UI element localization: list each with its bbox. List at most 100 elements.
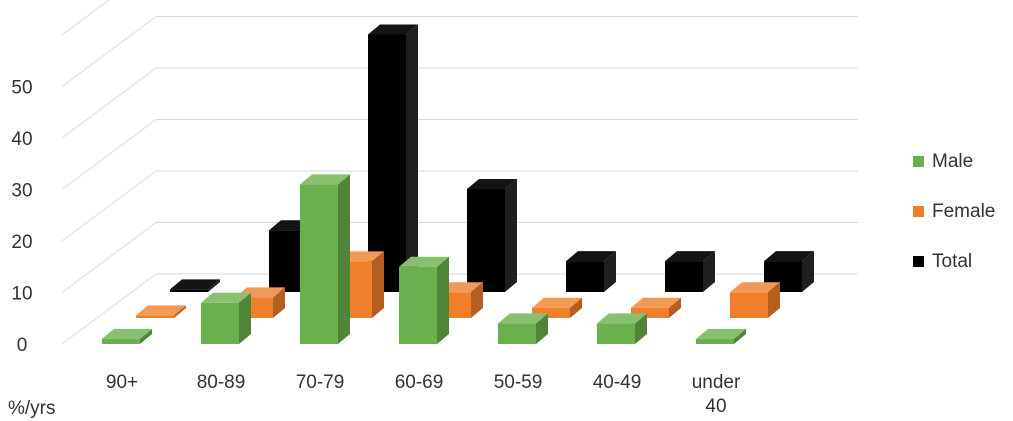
bar-top <box>566 251 616 262</box>
bar-total-2 <box>368 24 418 292</box>
bar-male-1 <box>201 292 251 344</box>
bar-side <box>239 292 251 344</box>
bar-side <box>437 256 449 344</box>
bar-male-2 <box>300 174 350 344</box>
legend-swatch <box>913 256 924 267</box>
gridline-diagonal <box>61 170 157 242</box>
bar-side <box>174 305 186 318</box>
bar-side <box>505 179 517 292</box>
legend: Male Female Total <box>913 151 995 272</box>
bar-total-5 <box>665 251 715 292</box>
axis-unit-label: %/yrs <box>8 398 56 419</box>
legend-item-female: Female <box>913 201 995 222</box>
bar-front <box>566 261 604 292</box>
bar-front <box>532 307 570 318</box>
bar-front <box>730 292 768 318</box>
y-tick-label: 10 <box>11 284 32 305</box>
gridline-diagonal <box>61 273 157 345</box>
x-category-label: 40-49 <box>593 372 642 393</box>
bar-male-5 <box>597 313 647 344</box>
x-axis-categories: 90+ 80-89 70-79 60-69 50-59 40-49 under 40 <box>106 372 741 417</box>
gridline-diagonal <box>61 67 157 139</box>
bar-top <box>532 297 582 308</box>
bar-side <box>768 282 780 318</box>
bar-top <box>631 297 681 308</box>
bar-total-3 <box>467 179 517 292</box>
bar-front <box>467 189 505 292</box>
x-category-label: 90+ <box>106 372 138 393</box>
x-category-label: 70-79 <box>296 372 345 393</box>
bar-male-0 <box>102 328 152 344</box>
bar-front <box>102 338 140 344</box>
bar-female-0 <box>136 305 186 318</box>
bar-female-4 <box>532 297 582 318</box>
legend-item-total: Total <box>913 251 972 272</box>
bar-front <box>597 323 635 344</box>
bar-top <box>467 179 517 189</box>
bar-front <box>300 184 338 344</box>
bar-top <box>764 251 814 262</box>
bar-top <box>201 292 251 303</box>
bar-front <box>170 289 208 292</box>
gridline-diagonal <box>61 0 110 36</box>
bar-side <box>802 251 814 292</box>
x-category-label: 80-89 <box>197 372 246 393</box>
legend-label: Male <box>932 151 973 172</box>
x-category-label: 60-69 <box>395 372 444 393</box>
y-tick-label: 20 <box>11 232 32 253</box>
bar-side <box>208 279 220 292</box>
legend-swatch <box>913 156 924 167</box>
bar-top <box>696 328 746 339</box>
bar-female-5 <box>631 297 681 318</box>
bar-side <box>604 251 616 292</box>
bar-male-4 <box>498 313 548 344</box>
bar-side <box>703 251 715 292</box>
bar-side <box>536 313 548 344</box>
bar-top <box>170 279 220 290</box>
y-tick-label: 0 <box>17 335 28 356</box>
legend-item-male: Male <box>913 151 973 172</box>
bar-female-6 <box>730 282 780 318</box>
bar-top <box>597 313 647 324</box>
bar-front <box>201 302 239 344</box>
bar-male-6 <box>696 328 746 344</box>
bar-front <box>665 261 703 292</box>
bar-side <box>372 251 384 318</box>
gridline-diagonal <box>61 16 157 87</box>
bar-total-4 <box>566 251 616 292</box>
bar-front <box>136 315 174 318</box>
legend-label: Female <box>932 201 995 222</box>
bar-side <box>669 297 681 318</box>
bar-front <box>368 34 406 292</box>
bar-top <box>665 251 715 262</box>
bar-top <box>102 328 152 339</box>
y-axis-ticks: 0 10 20 30 40 50 <box>11 78 32 357</box>
bar-total-6 <box>764 251 814 292</box>
bars <box>102 24 814 344</box>
y-tick-label: 50 <box>11 78 32 99</box>
bar-front <box>631 307 669 318</box>
gridline-diagonal <box>61 222 157 293</box>
x-category-label: under 40 <box>692 372 741 417</box>
y-tick-label: 40 <box>11 129 32 150</box>
legend-label: Total <box>932 251 972 272</box>
bar-side <box>635 313 647 344</box>
bar-front <box>696 338 734 344</box>
x-category-label: 50-59 <box>494 372 543 393</box>
bar-side <box>734 328 746 344</box>
bar-front <box>399 266 437 344</box>
bar-top <box>399 256 449 267</box>
bar-top <box>368 24 418 35</box>
bar-side <box>406 24 418 292</box>
bar-male-3 <box>399 256 449 344</box>
bar-side <box>273 287 285 318</box>
bar-side <box>338 174 350 344</box>
bar-top <box>730 282 780 293</box>
bar-top <box>300 174 350 185</box>
bar-side <box>471 282 483 318</box>
legend-swatch <box>913 206 924 217</box>
bar-top <box>136 305 186 316</box>
gridline-diagonal <box>61 119 157 190</box>
bar-front <box>498 323 536 344</box>
